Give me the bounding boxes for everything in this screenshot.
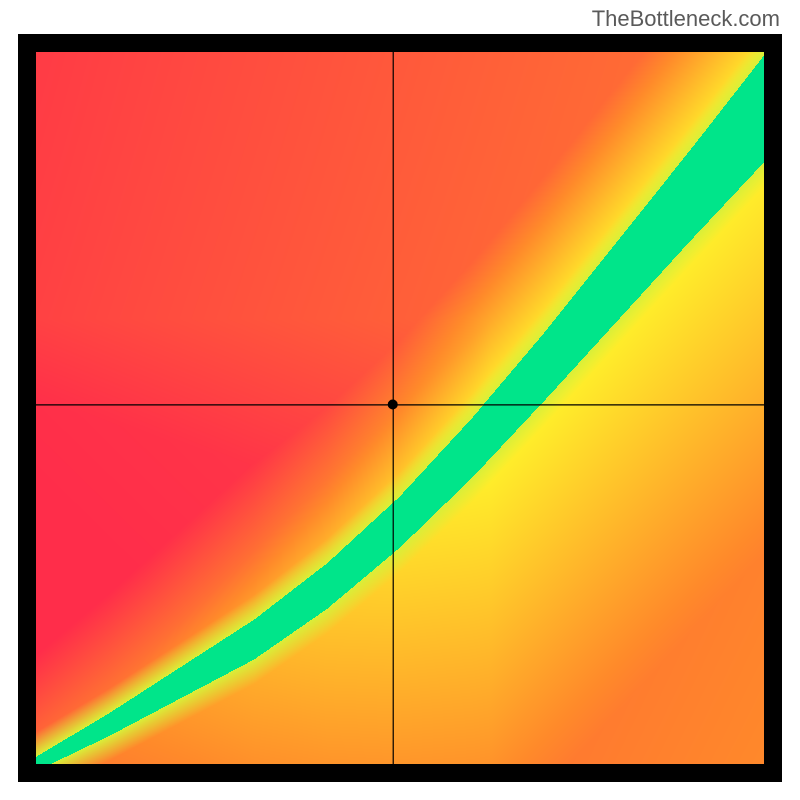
chart-container: TheBottleneck.com: [0, 0, 800, 800]
heatmap-plot: [36, 52, 764, 764]
watermark-label: TheBottleneck.com: [592, 6, 780, 32]
